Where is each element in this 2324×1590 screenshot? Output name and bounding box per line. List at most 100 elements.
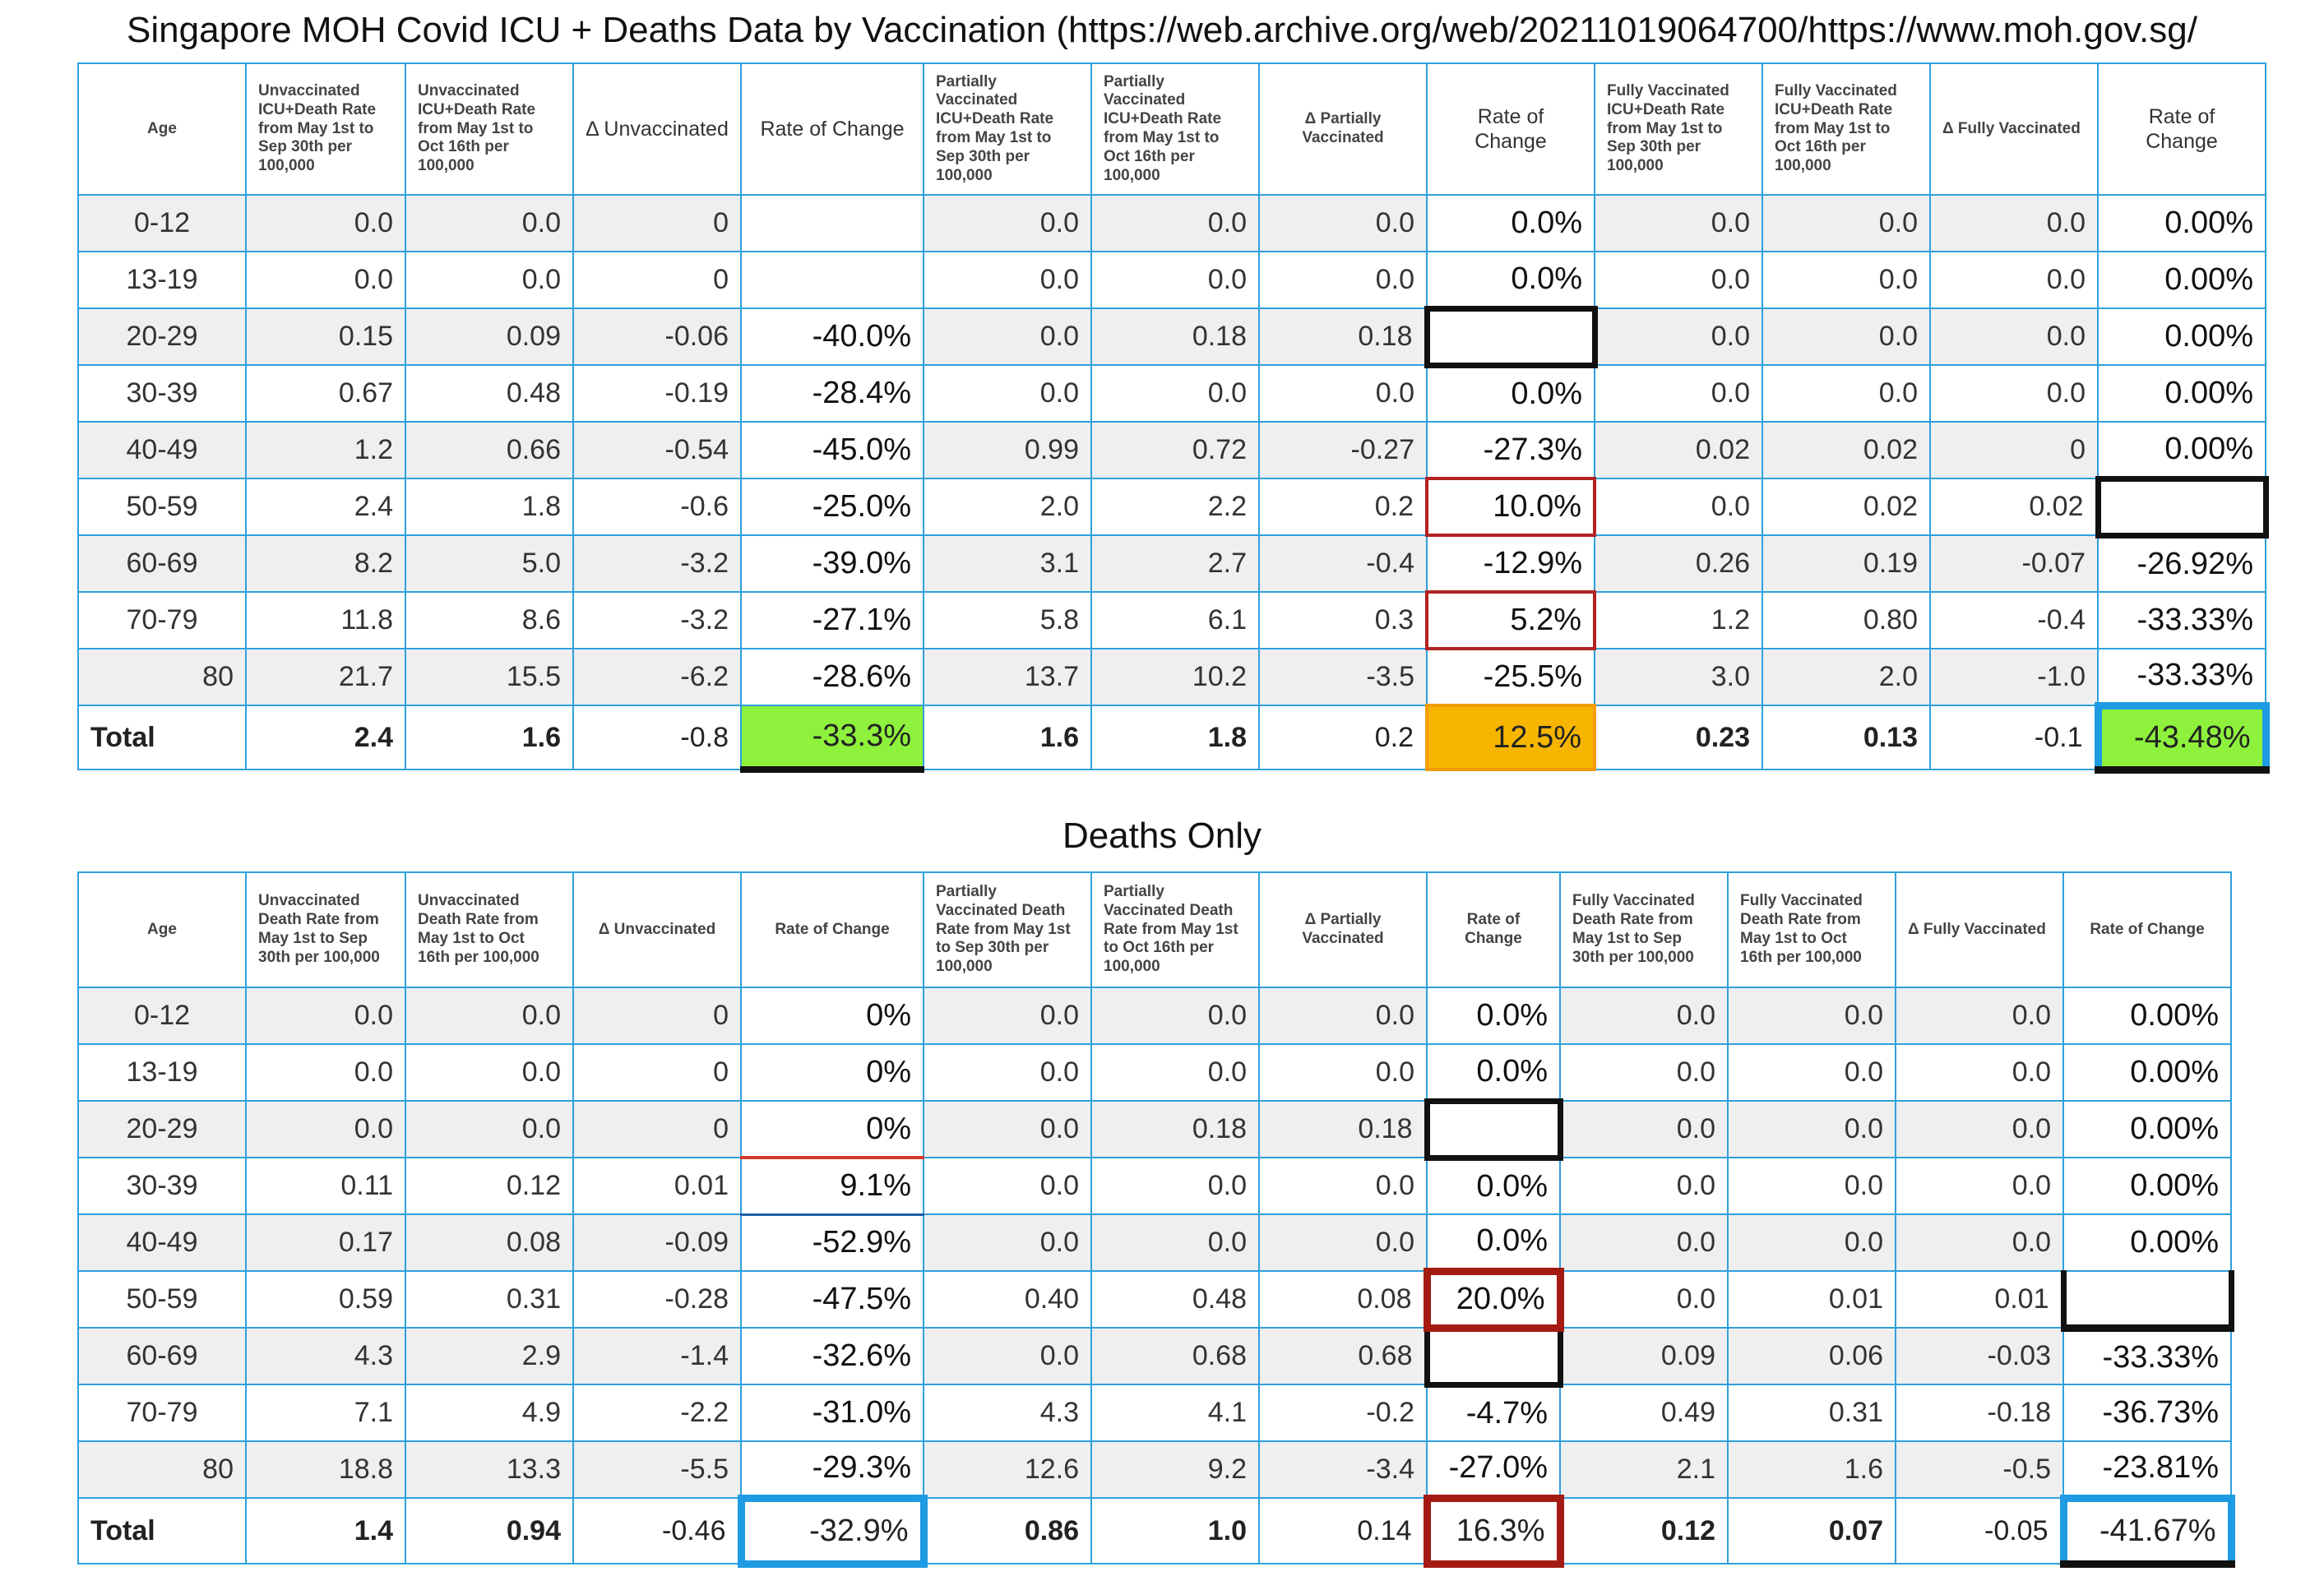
age-cell: Total bbox=[77, 1497, 247, 1565]
rate-of-change-cell: -27.1% bbox=[740, 591, 924, 649]
age-cell: 0-12 bbox=[77, 987, 247, 1045]
table-cell: 0.0 bbox=[923, 1043, 1092, 1102]
table-cell: 0.0 bbox=[1559, 1043, 1729, 1102]
table-cell: 2.7 bbox=[1090, 534, 1260, 593]
rate-of-change-cell: -41.67% bbox=[2059, 1494, 2235, 1568]
age-cell: 30-39 bbox=[77, 364, 247, 423]
table-cell: 0.02 bbox=[1762, 421, 1931, 479]
table-cell: -1.0 bbox=[1929, 648, 2099, 706]
table-cell: 0.09 bbox=[1559, 1327, 1729, 1385]
table-cell: 1.6 bbox=[405, 705, 574, 770]
table-cell: 0.31 bbox=[405, 1270, 574, 1329]
age-cell: Total bbox=[77, 705, 247, 770]
table-cell: -3.2 bbox=[572, 534, 742, 593]
table-cell: 0.0 bbox=[923, 251, 1092, 309]
table-cell: 0.2 bbox=[1258, 705, 1428, 770]
column-header: Partially Vaccinated Death Rate from May… bbox=[923, 871, 1092, 988]
rate-of-change-cell: -32.6% bbox=[740, 1327, 924, 1385]
table-cell: 13.7 bbox=[923, 648, 1092, 706]
table-cell: 4.1 bbox=[1090, 1384, 1260, 1442]
rate-of-change-cell: 0.00% bbox=[2097, 194, 2266, 252]
table-cell: 8.6 bbox=[405, 591, 574, 649]
table-cell: 0.0 bbox=[923, 307, 1092, 366]
column-header: Fully Vaccinated ICU+Death Rate from May… bbox=[1762, 62, 1931, 196]
table-row: 40-49 1.2 0.66 -0.54 -45.0% 0.99 0.72 -0.27 -27.… bbox=[77, 421, 2266, 479]
age-cell: 40-49 bbox=[77, 421, 247, 479]
table-cell: 2.9 bbox=[405, 1327, 574, 1385]
rate-of-change-cell: 0.00% bbox=[2062, 1043, 2232, 1102]
column-header: Δ Unvaccinated bbox=[572, 871, 742, 988]
table-cell: 0.0 bbox=[923, 1100, 1092, 1158]
rate-of-change-cell: -32.9% bbox=[737, 1494, 928, 1568]
table-cell: 0.26 bbox=[1594, 534, 1763, 593]
table-cell: -0.1 bbox=[1929, 705, 2099, 770]
age-cell: 20-29 bbox=[77, 307, 247, 366]
table-cell: 5.8 bbox=[923, 591, 1092, 649]
rate-of-change-cell bbox=[1424, 1324, 1563, 1388]
table-cell: 0.0 bbox=[1762, 307, 1931, 366]
table-row: 13-19 0.0 0.0 0 0% 0.0 0.0 0.0 0.0% 0.0 0.0 0.0 0.00… bbox=[77, 1043, 2232, 1102]
column-header: Δ Fully Vaccinated bbox=[1895, 871, 2064, 988]
table-cell: 0.19 bbox=[1762, 534, 1931, 593]
column-header: Unvaccinated Death Rate from May 1st to … bbox=[245, 871, 406, 988]
column-header: Partially Vaccinated ICU+Death Rate from… bbox=[1090, 62, 1260, 196]
rate-of-change-cell: 0.00% bbox=[2062, 987, 2232, 1045]
table-cell: 0.0 bbox=[1258, 1043, 1428, 1102]
table-cell: 11.8 bbox=[245, 591, 406, 649]
table-cell: -2.2 bbox=[572, 1384, 742, 1442]
table-cell: 0.0 bbox=[1727, 987, 1896, 1045]
deaths-table: Age Unvaccinated Death Rate from May 1st… bbox=[77, 871, 2235, 1568]
age-cell: 80 bbox=[77, 648, 247, 706]
table-cell: -0.09 bbox=[572, 1213, 742, 1272]
table-cell: 7.1 bbox=[245, 1384, 406, 1442]
rate-of-change-cell: 0% bbox=[740, 1043, 924, 1102]
table-cell: 0.0 bbox=[405, 987, 574, 1045]
rate-of-change-cell bbox=[2060, 1270, 2234, 1332]
rate-of-change-cell: -28.6% bbox=[740, 648, 924, 706]
rate-of-change-cell: 0.00% bbox=[2097, 307, 2266, 366]
rate-of-change-cell: -31.0% bbox=[740, 1384, 924, 1442]
age-cell: 20-29 bbox=[77, 1100, 247, 1158]
rate-of-change-cell: -4.7% bbox=[1426, 1384, 1561, 1442]
table-cell: 0.18 bbox=[1090, 1100, 1260, 1158]
column-header: Rate of Change bbox=[740, 871, 924, 988]
rate-of-change-cell: -33.3% bbox=[740, 705, 924, 773]
table-cell: 8.2 bbox=[245, 534, 406, 593]
table-cell: 0.0 bbox=[1727, 1100, 1896, 1158]
rate-of-change-cell: -27.0% bbox=[1426, 1440, 1561, 1499]
table-row: 0-12 0.0 0.0 0 0% 0.0 0.0 0.0 0.0% 0.0 0.0 0.0 0.00% bbox=[77, 987, 2232, 1045]
table-row: 30-39 0.67 0.48 -0.19 -28.4% 0.0 0.0 0.0 0.0% 0.0… bbox=[77, 364, 2266, 423]
age-cell: 70-79 bbox=[77, 1384, 247, 1442]
table-cell: 0 bbox=[572, 987, 742, 1045]
table-cell: 0.13 bbox=[1762, 705, 1931, 770]
table-cell: 0.01 bbox=[572, 1157, 742, 1215]
table-cell: 0.0 bbox=[245, 987, 406, 1045]
age-cell: 70-79 bbox=[77, 591, 247, 649]
table-cell: -0.6 bbox=[572, 478, 742, 536]
rate-of-change-cell: -33.33% bbox=[2062, 1327, 2232, 1385]
table-cell: 0.66 bbox=[405, 421, 574, 479]
table-cell: 2.0 bbox=[1762, 648, 1931, 706]
table-cell: 0.67 bbox=[245, 364, 406, 423]
table-cell: -0.54 bbox=[572, 421, 742, 479]
table-cell: 0.07 bbox=[1727, 1497, 1896, 1565]
table-cell: 0.0 bbox=[1727, 1043, 1896, 1102]
rate-of-change-cell: -23.81% bbox=[2062, 1440, 2232, 1499]
table-cell: -0.27 bbox=[1258, 421, 1428, 479]
age-cell: 80 bbox=[77, 1440, 247, 1499]
age-cell: 13-19 bbox=[77, 1043, 247, 1102]
table-cell: 0.0 bbox=[1594, 307, 1763, 366]
table-cell: 0.0 bbox=[245, 1100, 406, 1158]
table-cell: 0.0 bbox=[1258, 251, 1428, 309]
column-header: Unvaccinated ICU+Death Rate from May 1st… bbox=[405, 62, 574, 196]
column-header: Fully Vaccinated ICU+Death Rate from May… bbox=[1594, 62, 1763, 196]
rate-of-change-cell: 0% bbox=[740, 1100, 924, 1158]
column-header: Partially Vaccinated Death Rate from May… bbox=[1090, 871, 1260, 988]
column-header: Rate of Change bbox=[1426, 871, 1561, 988]
age-cell: 60-69 bbox=[77, 534, 247, 593]
table-cell: 0.3 bbox=[1258, 591, 1428, 649]
table-row: 30-39 0.11 0.12 0.01 9.1% 0.0 0.0 0.0 0.0% 0.0 0.0… bbox=[77, 1156, 2232, 1216]
table-cell: 0.23 bbox=[1594, 705, 1763, 770]
table-cell: 0 bbox=[572, 251, 742, 309]
table-cell: 0.0 bbox=[1929, 364, 2099, 423]
